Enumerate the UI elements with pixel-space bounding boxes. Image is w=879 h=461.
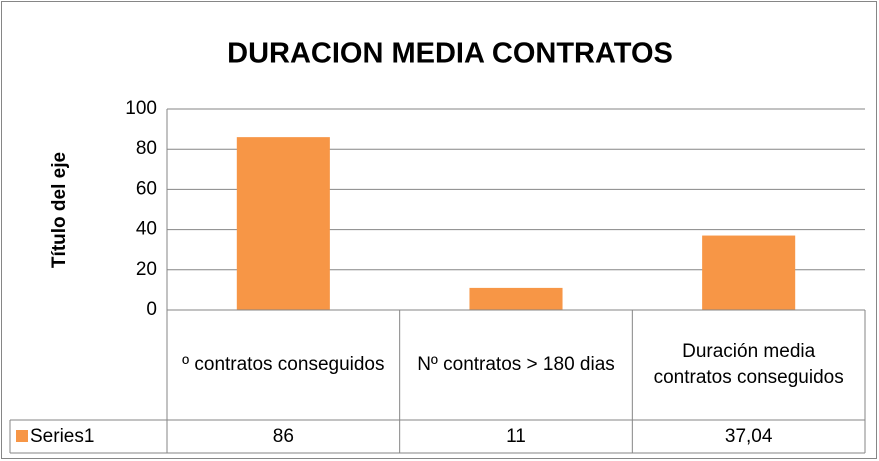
data-table-value: 11	[506, 425, 526, 447]
y-tick-label: 60	[136, 178, 157, 199]
y-tick-label: 0	[146, 299, 157, 320]
legend-label: Series1	[30, 426, 94, 447]
chart-title: DURACION MEDIA CONTRATOS	[227, 38, 673, 70]
bar	[702, 235, 796, 310]
bar	[236, 137, 330, 310]
y-axis-title: Título del eje	[49, 152, 70, 268]
y-tick-label: 80	[136, 138, 157, 159]
data-table-value: 37,04	[724, 425, 773, 447]
y-tick-label: 40	[136, 219, 157, 240]
y-tick-label: 100	[125, 98, 157, 119]
x-tick-label: º contratos conseguidos	[182, 354, 385, 375]
legend-key	[16, 430, 28, 442]
bar	[469, 287, 563, 310]
data-table-value: 86	[272, 425, 294, 447]
x-tick-label: Nº contratos > 180 dias	[417, 354, 615, 375]
x-tick-label: Duración media contratos conseguidos	[653, 341, 844, 388]
y-tick-label: 20	[136, 259, 157, 280]
